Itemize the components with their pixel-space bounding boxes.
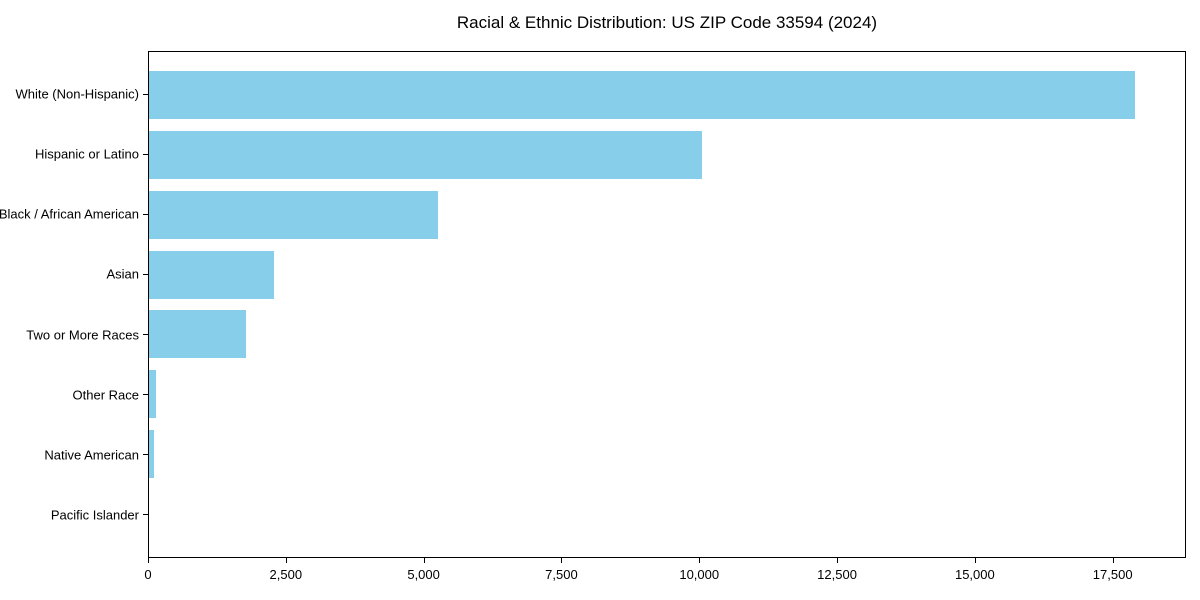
y-tick-label: Hispanic or Latino	[34, 146, 139, 162]
x-tick-mark	[423, 558, 425, 563]
y-tick-label: Asian	[106, 266, 139, 282]
y-tick-label: Two or More Races	[26, 327, 139, 343]
bar-other-race	[149, 370, 156, 419]
x-tick-label: 2,500	[269, 567, 303, 582]
y-tick-mark	[143, 153, 148, 155]
x-tick-mark	[974, 558, 976, 563]
x-tick-label: 15,000	[954, 567, 995, 582]
y-tick-label: Other Race	[72, 387, 139, 403]
x-tick-label: 10,000	[679, 567, 720, 582]
x-tick-label: 7,500	[545, 567, 578, 582]
y-tick-mark	[143, 514, 148, 516]
x-tick-mark	[699, 558, 701, 563]
y-tick-label: Pacific Islander	[50, 507, 139, 523]
y-tick-mark	[143, 334, 148, 336]
x-tick-label: 5,000	[407, 567, 440, 582]
y-tick-label: Black / African American	[0, 206, 139, 222]
x-tick-mark	[1112, 558, 1114, 563]
x-tick-mark	[148, 558, 149, 563]
x-tick-mark	[561, 558, 563, 563]
y-tick-mark	[143, 213, 148, 215]
bar-white-non-hispanic	[149, 71, 1136, 119]
y-tick-label: Native American	[44, 447, 139, 463]
x-axis: 0 2,500 5,000 7,500 10,000 12,500 15,000 17,500	[144, 558, 1186, 590]
bar-two-or-more-races	[149, 310, 246, 359]
plot-area	[148, 51, 1186, 558]
x-tick-label: 0	[144, 567, 152, 582]
x-tick-mark	[285, 558, 287, 563]
bar-native-american	[149, 430, 154, 478]
y-tick-mark	[143, 394, 148, 396]
chart-title: Racial & Ethnic Distribution: US ZIP Cod…	[456, 13, 878, 32]
bar-asian	[149, 250, 274, 299]
y-tick-label: White (Non-Hispanic)	[15, 86, 139, 102]
y-tick-mark	[143, 454, 148, 456]
y-tick-mark	[143, 93, 148, 95]
y-axis: White (Non-Hispanic) Hispanic or Latino Bl…	[0, 51, 148, 558]
bar-black-african-american	[149, 190, 439, 239]
y-tick-mark	[143, 273, 148, 275]
x-tick-label: 17,500	[1092, 567, 1133, 582]
bar-hispanic-or-latino	[149, 130, 702, 179]
x-tick-mark	[837, 558, 839, 563]
x-tick-label: 12,500	[817, 567, 857, 582]
